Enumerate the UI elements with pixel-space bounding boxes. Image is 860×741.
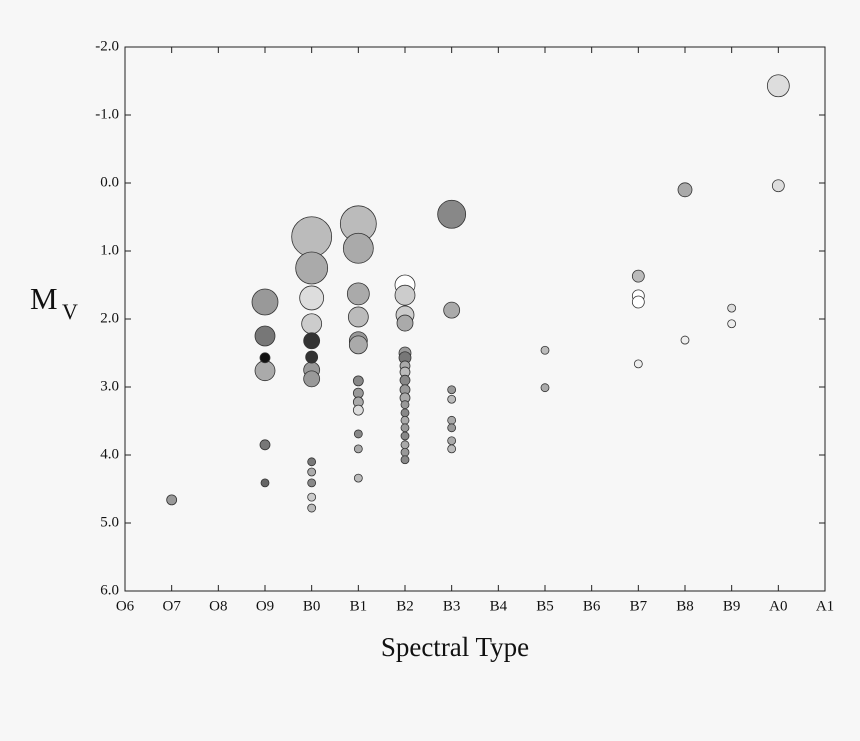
y-tick-label: 3.0 [100, 378, 119, 394]
x-tick-label: A1 [816, 598, 834, 614]
bubble [400, 408, 410, 418]
bubble [540, 383, 550, 393]
x-tick-label: O9 [256, 598, 274, 614]
bubble [303, 332, 321, 350]
bubble [680, 335, 690, 345]
bubble [400, 447, 410, 457]
bubble [766, 74, 790, 98]
x-tick-label: B2 [396, 598, 414, 614]
bubble [437, 199, 467, 229]
bubble [400, 400, 410, 410]
bubble [400, 440, 410, 450]
bubble [727, 303, 737, 313]
bubble [631, 269, 645, 283]
bubble [307, 457, 317, 467]
bubble [443, 301, 461, 319]
bubble [771, 179, 785, 193]
bubble [342, 232, 374, 264]
y-tick-label: 2.0 [100, 310, 119, 326]
y-axis-title: M [30, 281, 58, 316]
bubble [353, 429, 363, 439]
bubble [399, 374, 411, 386]
bubble [353, 444, 363, 454]
bubble [447, 394, 457, 404]
bubble [400, 423, 410, 433]
bubble [307, 492, 317, 502]
y-tick-label: 0.0 [100, 174, 119, 190]
bubble [353, 473, 363, 483]
bubble [254, 325, 276, 347]
bubble [291, 216, 333, 258]
x-tick-label: O8 [209, 598, 227, 614]
y-tick-label: -1.0 [95, 106, 119, 122]
y-tick-label: 6.0 [100, 582, 119, 598]
bubble [307, 467, 317, 477]
x-tick-label: B8 [676, 598, 694, 614]
bubble [347, 306, 369, 328]
x-tick-label: B6 [583, 598, 601, 614]
x-tick-label: B4 [490, 598, 508, 614]
bubble [305, 350, 319, 364]
bubble [259, 439, 271, 451]
y-tick-label: -2.0 [95, 38, 119, 54]
y-tick-label: 1.0 [100, 242, 119, 258]
bubble [447, 385, 457, 395]
bubble [259, 352, 271, 364]
bubble [400, 455, 410, 465]
bubble [447, 423, 457, 433]
x-tick-label: B9 [723, 598, 741, 614]
x-tick-label: B7 [630, 598, 648, 614]
bubble [447, 444, 457, 454]
bubble [299, 285, 325, 311]
x-tick-label: O6 [116, 598, 135, 614]
bubble [348, 335, 368, 355]
bubble [303, 370, 321, 388]
bubble [260, 478, 270, 488]
bubble [633, 359, 643, 369]
x-tick-label: A0 [769, 598, 787, 614]
x-axis-title: Spectral Type [381, 632, 529, 662]
bubble [394, 284, 416, 306]
x-tick-label: O7 [162, 598, 181, 614]
bubble [352, 404, 364, 416]
bubble [254, 360, 276, 382]
bubble [307, 478, 317, 488]
bubble [447, 415, 457, 425]
bubble [301, 313, 323, 335]
x-tick-label: B3 [443, 598, 461, 614]
x-tick-label: B1 [350, 598, 368, 614]
bubble [346, 282, 370, 306]
bubble [400, 431, 410, 441]
bubble [352, 375, 364, 387]
bubble [447, 436, 457, 446]
bubble [677, 182, 693, 198]
bubble [251, 288, 279, 316]
bubble [540, 345, 550, 355]
bubble [307, 503, 317, 513]
bubble [400, 415, 410, 425]
y-tick-label: 4.0 [100, 446, 119, 462]
bubble [727, 319, 737, 329]
x-tick-label: B0 [303, 598, 321, 614]
y-axis-title-subscript: V [62, 299, 78, 324]
bubble [166, 494, 178, 506]
x-tick-label: B5 [536, 598, 554, 614]
bubble [631, 295, 645, 309]
bubble [295, 251, 329, 285]
bubble [396, 314, 414, 332]
y-tick-label: 5.0 [100, 514, 119, 530]
